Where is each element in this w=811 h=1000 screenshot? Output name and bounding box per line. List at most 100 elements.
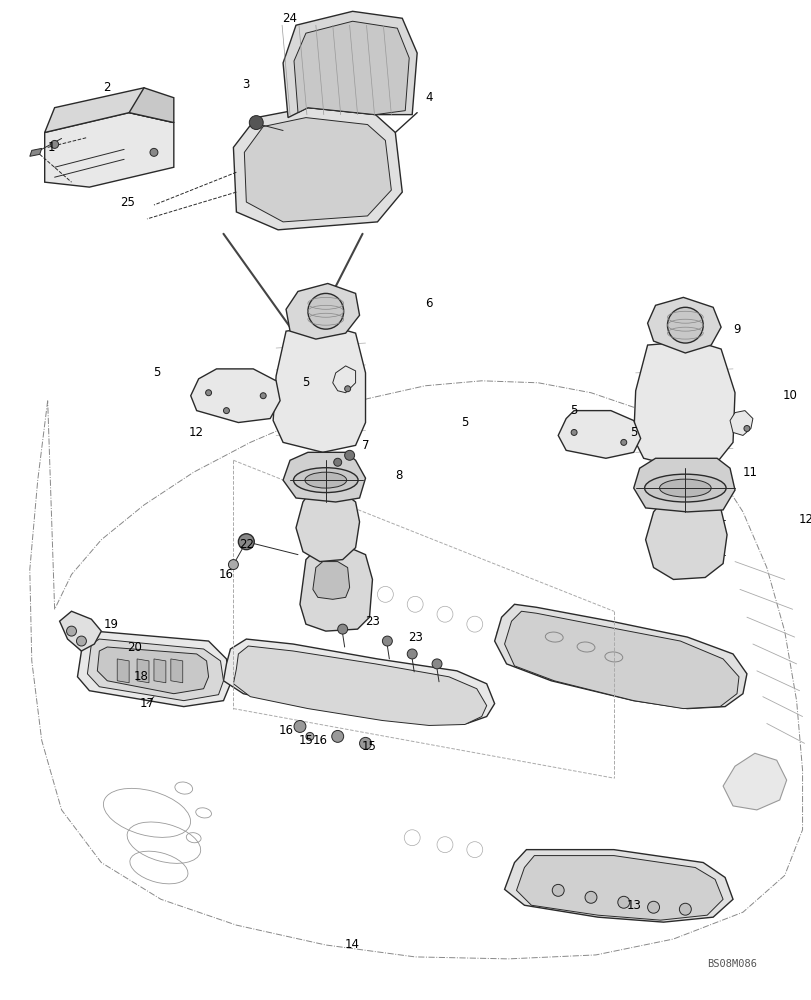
Circle shape	[382, 636, 392, 646]
Circle shape	[620, 439, 626, 445]
Ellipse shape	[644, 474, 725, 502]
Polygon shape	[294, 21, 409, 115]
Polygon shape	[504, 611, 738, 709]
Text: 10: 10	[781, 389, 796, 402]
Circle shape	[150, 148, 157, 156]
Circle shape	[344, 386, 350, 392]
Text: 18: 18	[134, 670, 148, 683]
Polygon shape	[645, 500, 726, 579]
Circle shape	[570, 429, 577, 435]
Circle shape	[667, 307, 702, 343]
Text: 15: 15	[298, 734, 313, 747]
Polygon shape	[223, 639, 494, 723]
Circle shape	[344, 450, 354, 460]
Text: 5: 5	[569, 404, 577, 417]
Ellipse shape	[293, 468, 358, 493]
Text: 5: 5	[629, 426, 637, 439]
Text: 5: 5	[153, 366, 161, 379]
Polygon shape	[494, 604, 746, 709]
Text: 6: 6	[425, 297, 432, 310]
Polygon shape	[97, 647, 208, 694]
Circle shape	[76, 636, 86, 646]
Circle shape	[260, 393, 266, 399]
Text: 7: 7	[362, 439, 369, 452]
Polygon shape	[129, 88, 174, 123]
Polygon shape	[233, 108, 401, 230]
Text: 16: 16	[312, 734, 327, 747]
Polygon shape	[729, 411, 752, 435]
Polygon shape	[191, 369, 280, 423]
Text: 8: 8	[395, 469, 402, 482]
Text: 11: 11	[741, 466, 757, 479]
Polygon shape	[117, 659, 129, 683]
Circle shape	[50, 140, 58, 148]
Circle shape	[67, 626, 76, 636]
Circle shape	[679, 903, 690, 915]
Circle shape	[306, 732, 314, 740]
Text: 5: 5	[461, 416, 468, 429]
Text: 25: 25	[119, 196, 135, 209]
Text: 16: 16	[278, 724, 294, 737]
Circle shape	[333, 458, 341, 466]
Circle shape	[332, 730, 343, 742]
Text: 2: 2	[103, 81, 111, 94]
Ellipse shape	[305, 472, 346, 488]
Circle shape	[228, 560, 238, 570]
Text: 23: 23	[365, 615, 380, 628]
Polygon shape	[272, 325, 365, 452]
Polygon shape	[170, 659, 182, 683]
Circle shape	[223, 408, 230, 414]
Circle shape	[743, 426, 749, 431]
Text: 19: 19	[104, 618, 118, 631]
Circle shape	[307, 293, 343, 329]
Text: 3: 3	[242, 78, 250, 91]
Circle shape	[294, 721, 306, 732]
Polygon shape	[244, 118, 391, 222]
Text: 12: 12	[798, 513, 811, 526]
Circle shape	[249, 116, 263, 130]
Polygon shape	[45, 113, 174, 187]
Polygon shape	[723, 753, 786, 810]
Circle shape	[584, 891, 596, 903]
Polygon shape	[633, 458, 734, 512]
Polygon shape	[88, 639, 223, 701]
Circle shape	[647, 901, 659, 913]
Text: 17: 17	[139, 697, 154, 710]
Text: 14: 14	[345, 938, 359, 951]
Polygon shape	[30, 148, 41, 156]
Polygon shape	[285, 283, 359, 339]
Text: 16: 16	[219, 568, 234, 581]
Circle shape	[337, 624, 347, 634]
Polygon shape	[633, 341, 734, 468]
Text: 4: 4	[425, 91, 432, 104]
Polygon shape	[233, 646, 486, 725]
Text: 22: 22	[238, 538, 254, 551]
Text: 23: 23	[407, 631, 422, 644]
Text: 12: 12	[189, 426, 204, 439]
Polygon shape	[312, 562, 350, 599]
Polygon shape	[647, 297, 720, 353]
Text: 9: 9	[732, 323, 740, 336]
Circle shape	[205, 390, 212, 396]
Polygon shape	[283, 11, 417, 118]
Ellipse shape	[659, 479, 710, 497]
Circle shape	[617, 896, 629, 908]
Polygon shape	[154, 659, 165, 683]
Text: 15: 15	[362, 740, 376, 753]
Text: 20: 20	[127, 641, 141, 654]
Text: 5: 5	[302, 376, 309, 389]
Circle shape	[551, 884, 564, 896]
Circle shape	[359, 737, 371, 749]
Polygon shape	[59, 611, 101, 651]
Circle shape	[407, 649, 417, 659]
Polygon shape	[77, 631, 230, 707]
Text: BS08M086: BS08M086	[706, 959, 756, 969]
Circle shape	[431, 659, 441, 669]
Polygon shape	[557, 411, 640, 458]
Polygon shape	[516, 856, 723, 920]
Text: 13: 13	[625, 899, 641, 912]
Polygon shape	[137, 659, 148, 683]
Polygon shape	[283, 452, 365, 502]
Polygon shape	[45, 88, 174, 132]
Polygon shape	[333, 366, 355, 393]
